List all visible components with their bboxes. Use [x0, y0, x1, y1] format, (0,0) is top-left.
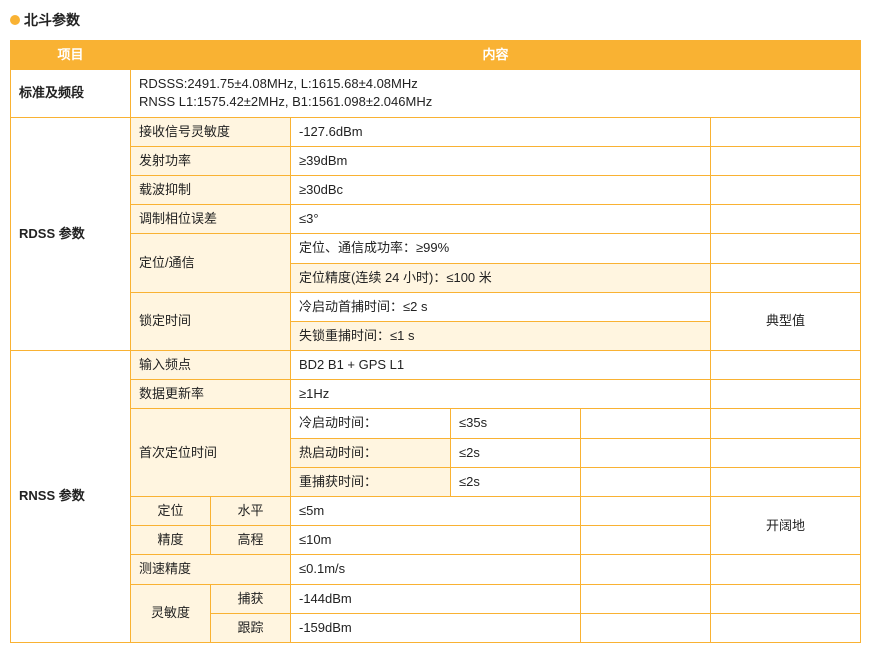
rdss-r1-note [711, 117, 861, 146]
rnss-label: RNSS 参数 [11, 351, 131, 643]
rdss-r5-v1: 定位、通信成功率：≥99% [291, 234, 711, 263]
rnss-r3-a3: 重捕获时间： [291, 467, 451, 496]
rdss-r6-v2: 失锁重捕时间：≤1 s [291, 321, 711, 350]
rnss-r3a-note [711, 409, 861, 438]
rnss-r7-name: 灵敏度 [131, 584, 211, 642]
rnss-r3b-note [711, 438, 861, 467]
rnss-r5-val: ≤10m [291, 526, 581, 555]
rdss-r2-note [711, 146, 861, 175]
rdss-r3-note [711, 175, 861, 204]
rnss-r4-note: 开阔地 [711, 497, 861, 555]
rnss-r7b-note [711, 613, 861, 642]
rdss-r3-name: 载波抑制 [131, 175, 291, 204]
rdss-r5-v2: 定位精度(连续 24 小时)：≤100 米 [291, 263, 711, 292]
rdss-label: RDSS 参数 [11, 117, 131, 351]
rdss-r2-val: ≥39dBm [291, 146, 711, 175]
rdss-r4: 调制相位误差 ≤3° [11, 205, 861, 234]
rnss-r7-v1: -144dBm [291, 584, 581, 613]
std-content: RDSSS:2491.75±4.08MHz, L:1615.68±4.08MHz… [131, 70, 861, 117]
rnss-r1-val: BD2 B1 + GPS L1 [291, 351, 711, 380]
rdss-r1: RDSS 参数 接收信号灵敏度 -127.6dBm [11, 117, 861, 146]
rnss-r2: 数据更新率 ≥1Hz [11, 380, 861, 409]
rnss-r3b-e [581, 438, 711, 467]
std-line2: RNSS L1:1575.42±2MHz, B1:1561.098±2.046M… [139, 93, 852, 111]
rnss-r3-b2: ≤2s [451, 438, 581, 467]
rnss-r4: 定位 水平 ≤5m 开阔地 [11, 497, 861, 526]
rnss-r3-b1: ≤35s [451, 409, 581, 438]
rnss-r5-name: 精度 [131, 526, 211, 555]
rdss-r1-val: -127.6dBm [291, 117, 711, 146]
std-row: 标准及频段 RDSSS:2491.75±4.08MHz, L:1615.68±4… [11, 70, 861, 117]
rnss-r7a-e [581, 584, 711, 613]
rnss-r6-val: ≤0.1m/s [291, 555, 581, 584]
rnss-r3c-e [581, 467, 711, 496]
rnss-r3-b3: ≤2s [451, 467, 581, 496]
rdss-r6-note: 典型值 [711, 292, 861, 350]
title-text: 北斗参数 [24, 10, 80, 30]
rnss-r3a-e [581, 409, 711, 438]
rnss-r6-e [581, 555, 711, 584]
rdss-r5-name: 定位/通信 [131, 234, 291, 292]
rnss-r3-a2: 热启动时间： [291, 438, 451, 467]
bullet-icon [10, 15, 20, 25]
rnss-r2-name: 数据更新率 [131, 380, 291, 409]
rnss-r2-val: ≥1Hz [291, 380, 711, 409]
rnss-r4-name: 定位 [131, 497, 211, 526]
rdss-r1-name: 接收信号灵敏度 [131, 117, 291, 146]
rnss-r3c-note [711, 467, 861, 496]
rnss-r7b-e [581, 613, 711, 642]
rnss-r3-a1: 冷启动时间： [291, 409, 451, 438]
rnss-r6: 测速精度 ≤0.1m/s [11, 555, 861, 584]
rnss-r7-v2: -159dBm [291, 613, 581, 642]
rdss-r5a-note [711, 234, 861, 263]
section-title: 北斗参数 [10, 10, 880, 30]
rdss-r5a: 定位/通信 定位、通信成功率：≥99% [11, 234, 861, 263]
rnss-r4-sub: 水平 [211, 497, 291, 526]
params-table: 项目 内容 标准及频段 RDSSS:2491.75±4.08MHz, L:161… [10, 40, 861, 643]
rdss-r6-v1: 冷启动首捕时间：≤2 s [291, 292, 711, 321]
rdss-r6a: 锁定时间 冷启动首捕时间：≤2 s 典型值 [11, 292, 861, 321]
rnss-r6-name: 测速精度 [131, 555, 291, 584]
rdss-r2: 发射功率 ≥39dBm [11, 146, 861, 175]
std-line1: RDSSS:2491.75±4.08MHz, L:1615.68±4.08MHz [139, 75, 852, 93]
rnss-r1-note [711, 351, 861, 380]
rnss-r1: RNSS 参数 输入频点 BD2 B1 + GPS L1 [11, 351, 861, 380]
rnss-r4-val: ≤5m [291, 497, 581, 526]
rnss-r7a: 灵敏度 捕获 -144dBm [11, 584, 861, 613]
header-col1: 项目 [11, 41, 131, 70]
rnss-r7-sub2: 跟踪 [211, 613, 291, 642]
rnss-r3a: 首次定位时间 冷启动时间： ≤35s [11, 409, 861, 438]
rnss-r6-note [711, 555, 861, 584]
std-label: 标准及频段 [11, 70, 131, 117]
rnss-r7-sub1: 捕获 [211, 584, 291, 613]
header-col2: 内容 [131, 41, 861, 70]
rdss-r5b-note [711, 263, 861, 292]
rnss-r5-sub: 高程 [211, 526, 291, 555]
rdss-r4-note [711, 205, 861, 234]
rdss-r4-val: ≤3° [291, 205, 711, 234]
rdss-r6-name: 锁定时间 [131, 292, 291, 350]
rdss-r2-name: 发射功率 [131, 146, 291, 175]
rdss-r4-name: 调制相位误差 [131, 205, 291, 234]
rnss-r3-name: 首次定位时间 [131, 409, 291, 497]
rnss-r2-note [711, 380, 861, 409]
header-row: 项目 内容 [11, 41, 861, 70]
rnss-r5-e [581, 526, 711, 555]
rdss-r3: 载波抑制 ≥30dBc [11, 175, 861, 204]
rnss-r4-e [581, 497, 711, 526]
rnss-r7a-note [711, 584, 861, 613]
rdss-r3-val: ≥30dBc [291, 175, 711, 204]
rnss-r1-name: 输入频点 [131, 351, 291, 380]
